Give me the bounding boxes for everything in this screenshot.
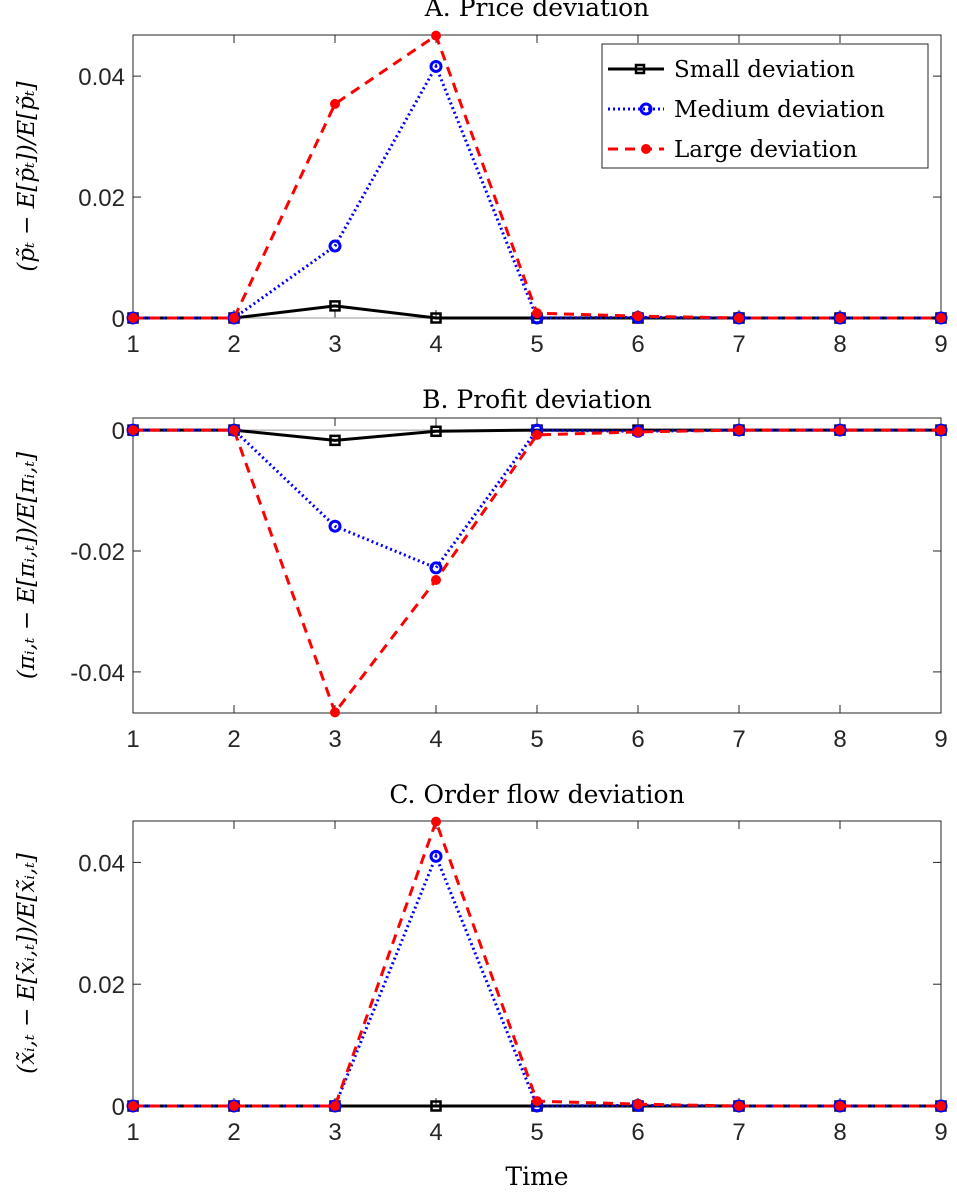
subplot-1: 1 2 3 4 5 6 7 8 9 -0.04 -0.02 0 B. Profit deviation (… <box>14 385 948 753</box>
legend-label: Medium deviation <box>674 97 885 123</box>
y-tick-label: -0.02 <box>70 539 125 566</box>
data-point <box>330 707 340 718</box>
subplot-title: B. Profit deviation <box>422 385 652 414</box>
data-point <box>229 313 239 323</box>
x-tick-label: 6 <box>631 1119 644 1146</box>
legend-marker <box>641 144 651 154</box>
y-tick-label: 0.04 <box>78 64 125 91</box>
x-tick-label: 7 <box>732 1119 745 1146</box>
data-point <box>734 313 744 323</box>
x-tick-label: 5 <box>530 726 543 753</box>
subplot-2: 1 2 3 4 5 6 7 8 9 0 0.02 0.04 C. Order flow deviatio… <box>14 780 948 1191</box>
data-point <box>329 300 341 312</box>
data-point <box>330 1101 340 1111</box>
data-point <box>532 308 542 319</box>
x-tick-label: 4 <box>429 1119 442 1146</box>
axes-box <box>132 820 942 1107</box>
x-tick-label: 8 <box>833 1119 846 1146</box>
subplot-title: C. Order flow deviation <box>389 780 684 809</box>
data-point <box>431 816 441 827</box>
data-point <box>128 1101 138 1111</box>
legend: Small deviation Medium deviation Large dev… <box>601 43 929 169</box>
data-point <box>633 311 643 322</box>
y-tick-label: 0 <box>112 418 125 445</box>
axes-box <box>132 417 942 714</box>
x-tick-label: 2 <box>227 331 240 358</box>
y-axis-label: (πᵢ,ₜ − E[πᵢ,ₜ])/E[πᵢ,ₜ] <box>14 452 40 679</box>
x-tick-label: 9 <box>934 331 947 358</box>
x-tick-label: 1 <box>126 331 139 358</box>
x-tick-label: 7 <box>732 726 745 753</box>
data-point <box>431 575 441 586</box>
subplot-0: 1 2 3 4 5 6 7 8 9 0 0.02 0.04 A. Price deviation (p̃ₜ… <box>14 0 948 358</box>
legend-box <box>601 43 929 169</box>
x-tick-label: 8 <box>833 331 846 358</box>
data-point <box>835 1101 845 1111</box>
data-point <box>328 239 342 253</box>
x-tick-label: 7 <box>732 331 745 358</box>
x-tick-label: 3 <box>328 1119 341 1146</box>
x-tick-label: 6 <box>631 726 644 753</box>
x-tick-label: 6 <box>631 331 644 358</box>
x-tick-label: 3 <box>328 331 341 358</box>
y-tick-label: 0 <box>112 306 125 333</box>
data-point <box>532 1096 542 1107</box>
data-point <box>633 1099 643 1110</box>
data-point <box>329 434 341 447</box>
y-tick-label: 0.02 <box>78 185 125 212</box>
subplot-title: A. Price deviation <box>424 0 649 22</box>
data-point <box>936 313 946 323</box>
y-tick-label: 0.04 <box>78 850 125 877</box>
data-point <box>734 1101 744 1111</box>
y-tick-label: 0.02 <box>78 972 125 999</box>
x-axis-label: Time <box>505 1162 568 1191</box>
data-point <box>128 313 138 323</box>
data-point <box>429 561 443 575</box>
x-tick-label: 9 <box>934 1119 947 1146</box>
x-tick-label: 3 <box>328 726 341 753</box>
data-point <box>936 1101 946 1111</box>
data-point <box>633 426 643 437</box>
legend-marker <box>634 63 646 75</box>
x-tick-label: 5 <box>530 331 543 358</box>
x-tick-label: 4 <box>429 726 442 753</box>
data-point <box>431 30 441 41</box>
legend-label: Small deviation <box>674 57 855 83</box>
data-point <box>835 313 845 323</box>
data-point <box>430 312 442 324</box>
y-tick-label: -0.04 <box>70 660 125 687</box>
x-tick-label: 2 <box>227 1119 240 1146</box>
x-tick-label: 2 <box>227 726 240 753</box>
x-tick-label: 9 <box>934 726 947 753</box>
x-tick-label: 5 <box>530 1119 543 1146</box>
data-point <box>835 425 845 436</box>
data-point <box>330 98 340 109</box>
legend-label: Large deviation <box>674 137 857 163</box>
y-axis-label: (x̃ᵢ,ₜ − E[x̃ᵢ,ₜ])/E[x̃ᵢ,ₜ] <box>14 853 40 1074</box>
data-point <box>128 425 138 436</box>
data-point <box>734 425 744 436</box>
x-tick-label: 4 <box>429 331 442 358</box>
x-tick-label: 1 <box>126 726 139 753</box>
data-point <box>429 59 443 73</box>
data-point <box>936 425 946 436</box>
y-tick-label: 0 <box>112 1094 125 1121</box>
legend-marker <box>639 102 653 116</box>
x-tick-label: 8 <box>833 726 846 753</box>
data-point <box>229 1101 239 1111</box>
x-tick-label: 1 <box>126 1119 139 1146</box>
data-point <box>532 429 542 440</box>
y-axis-label: (p̃ₜ − E[p̃ₜ])/E[p̃ₜ] <box>14 81 40 271</box>
data-point <box>430 1100 442 1112</box>
data-point <box>229 425 239 436</box>
data-point <box>430 425 442 438</box>
data-point <box>429 849 443 863</box>
data-point <box>328 519 342 533</box>
